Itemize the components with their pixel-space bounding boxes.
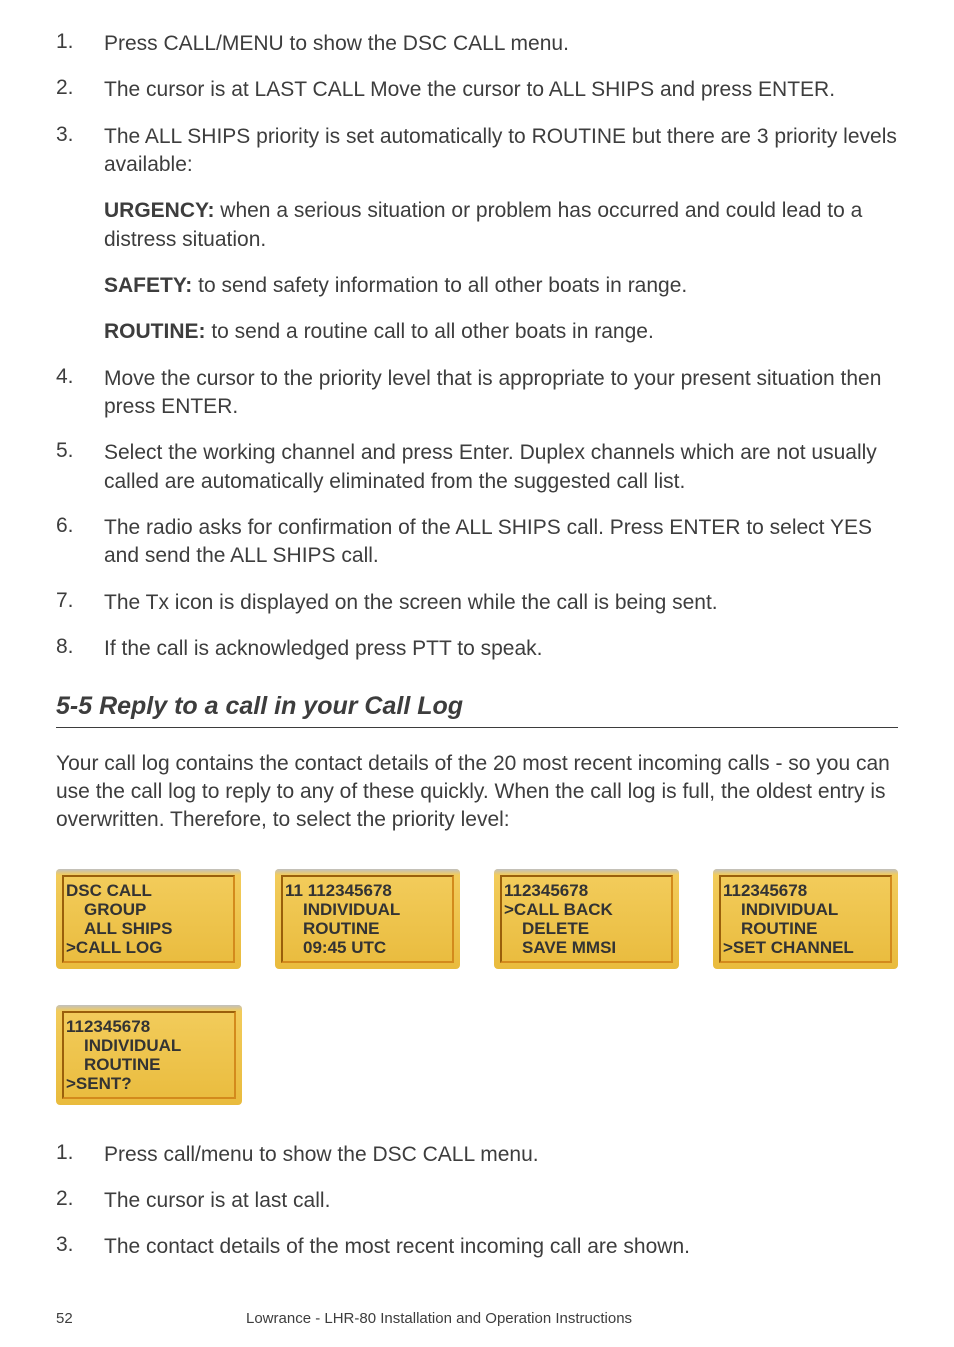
list-body: The ALL SHIPS priority is set automatica… — [104, 123, 898, 347]
lcd-line: 112345678 — [66, 1017, 232, 1036]
page-footer: 52 Lowrance - LHR-80 Installation and Op… — [56, 1310, 898, 1327]
lcd-panel-row-2: 112345678 INDIVIDUAL ROUTINE >SENT? — [56, 1005, 898, 1105]
list-body: The radio asks for confirmation of the A… — [104, 514, 898, 571]
lcd-line: 112345678 — [504, 881, 669, 900]
footer-text: Lowrance - LHR-80 Installation and Opera… — [246, 1310, 898, 1327]
definition-label: ROUTINE: — [104, 320, 206, 343]
list-number: 7. — [56, 589, 104, 617]
list-item: 2. The cursor is at last call. — [56, 1187, 898, 1215]
definition-text: when a serious situation or problem has … — [104, 199, 862, 250]
list-body: Move the cursor to the priority level th… — [104, 365, 898, 422]
list-number: 3. — [56, 1233, 104, 1261]
lcd-panel-set-channel: 112345678 INDIVIDUAL ROUTINE >SET CHANNE… — [713, 869, 898, 969]
list-body: If the call is acknowledged press PTT to… — [104, 635, 898, 663]
list-number: 5. — [56, 439, 104, 496]
lcd-line: >CALL LOG — [66, 938, 231, 957]
lcd-panel-sent: 112345678 INDIVIDUAL ROUTINE >SENT? — [56, 1005, 242, 1105]
lcd-line: ROUTINE — [723, 919, 888, 938]
lcd-line: 112345678 — [723, 881, 888, 900]
lcd-line: DELETE — [504, 919, 669, 938]
definition-safety: SAFETY: to send safety information to al… — [104, 272, 898, 300]
lcd-line: SAVE MMSI — [504, 938, 669, 957]
lcd-line: GROUP — [66, 900, 231, 919]
definition-text: to send safety information to all other … — [192, 274, 687, 297]
list-item: 4. Move the cursor to the priority level… — [56, 365, 898, 422]
list-body: The contact details of the most recent i… — [104, 1233, 898, 1261]
list-body: Press CALL/MENU to show the DSC CALL men… — [104, 30, 898, 58]
list-item: 3. The ALL SHIPS priority is set automat… — [56, 123, 898, 347]
list-body: The cursor is at LAST CALL Move the curs… — [104, 76, 898, 104]
lcd-line: >CALL BACK — [504, 900, 669, 919]
definition-urgency: URGENCY: when a serious situation or pro… — [104, 197, 898, 254]
list-item: 7. The Tx icon is displayed on the scree… — [56, 589, 898, 617]
lcd-line: INDIVIDUAL — [723, 900, 888, 919]
list-number: 4. — [56, 365, 104, 422]
list-item: 6. The radio asks for confirmation of th… — [56, 514, 898, 571]
section-heading: 5-5 Reply to a call in your Call Log — [56, 692, 898, 728]
lcd-line: 11 112345678 — [285, 881, 450, 900]
lcd-line: ALL SHIPS — [66, 919, 231, 938]
page: 1. Press CALL/MENU to show the DSC CALL … — [0, 0, 954, 1347]
list-number: 1. — [56, 30, 104, 58]
lcd-panel-dsc-call: DSC CALL GROUP ALL SHIPS >CALL LOG — [56, 869, 241, 969]
list-item: 2. The cursor is at LAST CALL Move the c… — [56, 76, 898, 104]
lcd-panel-callback: 112345678 >CALL BACK DELETE SAVE MMSI — [494, 869, 679, 969]
list-number: 6. — [56, 514, 104, 571]
lcd-line: INDIVIDUAL — [66, 1036, 232, 1055]
definition-label: URGENCY: — [104, 199, 214, 222]
list-body: The cursor is at last call. — [104, 1187, 898, 1215]
definition-label: SAFETY: — [104, 274, 192, 297]
list-item: 8. If the call is acknowledged press PTT… — [56, 635, 898, 663]
list-number: 3. — [56, 123, 104, 347]
page-number: 52 — [56, 1310, 246, 1327]
lcd-line: 09:45 UTC — [285, 938, 450, 957]
list-text: The ALL SHIPS priority is set automatica… — [104, 125, 897, 176]
lcd-line: DSC CALL — [66, 881, 231, 900]
list-number: 2. — [56, 1187, 104, 1215]
intro-paragraph: Your call log contains the contact detai… — [56, 750, 898, 835]
lcd-line: ROUTINE — [66, 1055, 232, 1074]
lcd-line: INDIVIDUAL — [285, 900, 450, 919]
lcd-panel-log-entry: 11 112345678 INDIVIDUAL ROUTINE 09:45 UT… — [275, 869, 460, 969]
list-item: 1. Press call/menu to show the DSC CALL … — [56, 1141, 898, 1169]
lcd-line: ROUTINE — [285, 919, 450, 938]
lcd-line: >SET CHANNEL — [723, 938, 888, 957]
list-number: 8. — [56, 635, 104, 663]
list-body: Select the working channel and press Ent… — [104, 439, 898, 496]
list-item: 3. The contact details of the most recen… — [56, 1233, 898, 1261]
lcd-panel-row-1: DSC CALL GROUP ALL SHIPS >CALL LOG 11 11… — [56, 869, 898, 969]
lcd-line: >SENT? — [66, 1074, 232, 1093]
list-number: 1. — [56, 1141, 104, 1169]
ordered-list-1: 1. Press CALL/MENU to show the DSC CALL … — [56, 30, 898, 664]
list-item: 1. Press CALL/MENU to show the DSC CALL … — [56, 30, 898, 58]
definition-routine: ROUTINE: to send a routine call to all o… — [104, 318, 898, 346]
list-item: 5. Select the working channel and press … — [56, 439, 898, 496]
list-body: Press call/menu to show the DSC CALL men… — [104, 1141, 898, 1169]
list-number: 2. — [56, 76, 104, 104]
ordered-list-2: 1. Press call/menu to show the DSC CALL … — [56, 1141, 898, 1262]
definition-text: to send a routine call to all other boat… — [206, 320, 654, 343]
list-body: The Tx icon is displayed on the screen w… — [104, 589, 898, 617]
